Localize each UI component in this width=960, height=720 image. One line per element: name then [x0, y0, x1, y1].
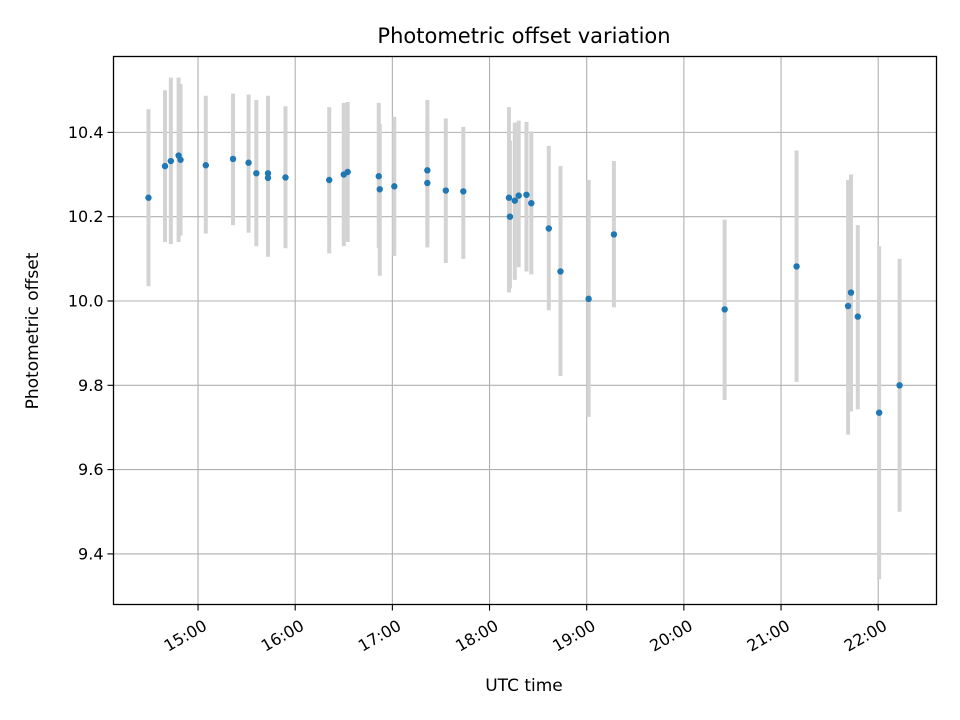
data-point: [245, 159, 252, 166]
data-point: [161, 162, 169, 170]
data-point: [854, 313, 861, 320]
chart-title: Photometric offset variation: [377, 24, 670, 48]
data-point: [523, 191, 530, 198]
data-point: [424, 179, 431, 187]
y-tick-label: 9.6: [78, 460, 103, 479]
data-point: [177, 156, 184, 163]
data-point: [511, 197, 518, 204]
y-tick-label: 9.8: [78, 376, 103, 395]
y-tick-label: 10.2: [68, 207, 104, 226]
y-tick-label: 10.4: [68, 123, 104, 142]
plot-frame: [112, 55, 938, 606]
data-points: [145, 152, 903, 416]
data-point: [253, 170, 260, 177]
data-point: [391, 183, 398, 190]
data-point: [424, 167, 431, 174]
data-point: [344, 168, 351, 176]
y-tick-label: 9.4: [78, 544, 103, 563]
data-point: [326, 176, 333, 184]
data-point: [515, 192, 522, 199]
data-point: [202, 162, 210, 169]
data-point: [442, 187, 450, 194]
x-axis-label: UTC time: [485, 676, 563, 696]
data-point: [282, 174, 289, 181]
data-point: [505, 194, 513, 201]
data-point: [721, 306, 728, 313]
data-point: [557, 268, 564, 275]
data-point: [545, 225, 553, 232]
data-point: [229, 155, 237, 163]
data-point: [460, 188, 467, 195]
data-point: [875, 409, 883, 416]
data-point: [610, 231, 618, 238]
data-point: [528, 199, 535, 207]
data-point: [506, 213, 514, 220]
data-point: [847, 289, 855, 296]
data-point: [145, 194, 152, 201]
data-point: [375, 173, 382, 180]
data-point: [376, 186, 383, 193]
y-axis: 9.4 9.6 9.8 10.0 10.2 10.4: [68, 123, 114, 563]
data-point: [264, 174, 272, 182]
y-axis-label: Photometric offset: [23, 252, 43, 409]
data-point: [844, 302, 852, 310]
data-point: [793, 263, 800, 270]
data-point: [167, 157, 175, 165]
y-tick-label: 10.0: [68, 291, 104, 310]
data-point: [585, 295, 592, 303]
data-point: [896, 382, 903, 389]
data-point: [264, 170, 272, 177]
